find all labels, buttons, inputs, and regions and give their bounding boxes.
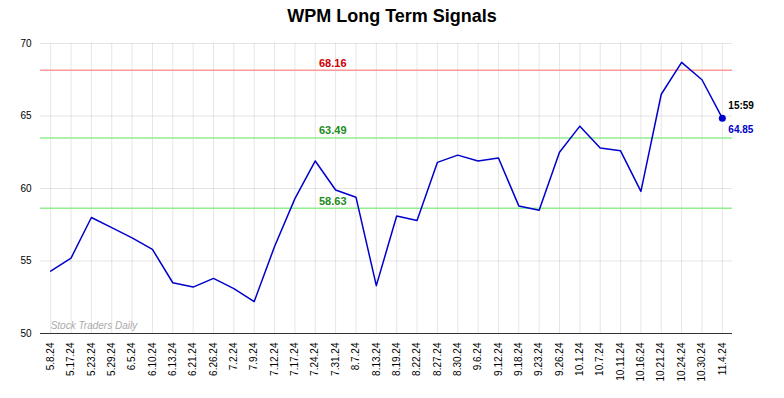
svg-text:10.21.24: 10.21.24 [655,342,666,381]
svg-text:7.17.24: 7.17.24 [289,342,300,376]
svg-text:6.13.24: 6.13.24 [167,342,178,376]
svg-text:8.30.24: 8.30.24 [452,342,463,376]
svg-text:10.30.24: 10.30.24 [696,342,707,381]
svg-text:9.26.24: 9.26.24 [554,342,565,376]
svg-text:5.17.24: 5.17.24 [65,342,76,376]
svg-text:6.10.24: 6.10.24 [147,342,158,376]
svg-text:9.12.24: 9.12.24 [493,342,504,376]
svg-text:7.24.24: 7.24.24 [309,342,320,376]
svg-text:60: 60 [20,183,32,194]
svg-text:6.5.24: 6.5.24 [126,342,137,370]
svg-text:11.4.24: 11.4.24 [717,342,728,375]
svg-text:7.2.24: 7.2.24 [228,342,239,370]
svg-text:58.63: 58.63 [319,195,347,207]
svg-text:8.7.24: 8.7.24 [350,342,361,370]
svg-text:55: 55 [20,255,32,266]
svg-text:6.26.24: 6.26.24 [208,342,219,376]
html-text:WPM Long Term Signals: WPM Long Term Signals [287,6,497,26]
svg-text:9.6.24: 9.6.24 [472,342,483,370]
svg-text:8.22.24: 8.22.24 [411,342,422,376]
svg-text:7.9.24: 7.9.24 [248,342,259,370]
svg-text:Stock Traders Daily: Stock Traders Daily [51,320,139,331]
svg-text:10.24.24: 10.24.24 [676,342,687,381]
svg-text:10.16.24: 10.16.24 [635,342,646,381]
svg-text:10.7.24: 10.7.24 [594,342,605,376]
svg-text:7.12.24: 7.12.24 [269,342,280,376]
svg-text:64.85: 64.85 [728,124,753,135]
svg-text:50: 50 [20,328,32,339]
svg-text:8.13.24: 8.13.24 [371,342,382,376]
svg-text:9.23.24: 9.23.24 [533,342,544,376]
svg-text:68.16: 68.16 [319,57,347,69]
svg-text:9.18.24: 9.18.24 [513,342,524,376]
svg-text:5.23.24: 5.23.24 [86,342,97,376]
svg-text:10.1.24: 10.1.24 [574,342,585,376]
svg-text:5.8.24: 5.8.24 [45,342,56,370]
svg-text:15:59: 15:59 [728,100,754,111]
svg-text:7.31.24: 7.31.24 [330,342,341,376]
svg-text:65: 65 [20,110,32,121]
svg-text:70: 70 [20,38,32,49]
svg-text:10.11.24: 10.11.24 [615,342,626,381]
svg-text:6.21.24: 6.21.24 [187,342,198,376]
svg-text:8.19.24: 8.19.24 [391,342,402,376]
svg-text:5.29.24: 5.29.24 [106,342,117,376]
svg-text:8.27.24: 8.27.24 [432,342,443,376]
svg-text:63.49: 63.49 [319,124,347,136]
